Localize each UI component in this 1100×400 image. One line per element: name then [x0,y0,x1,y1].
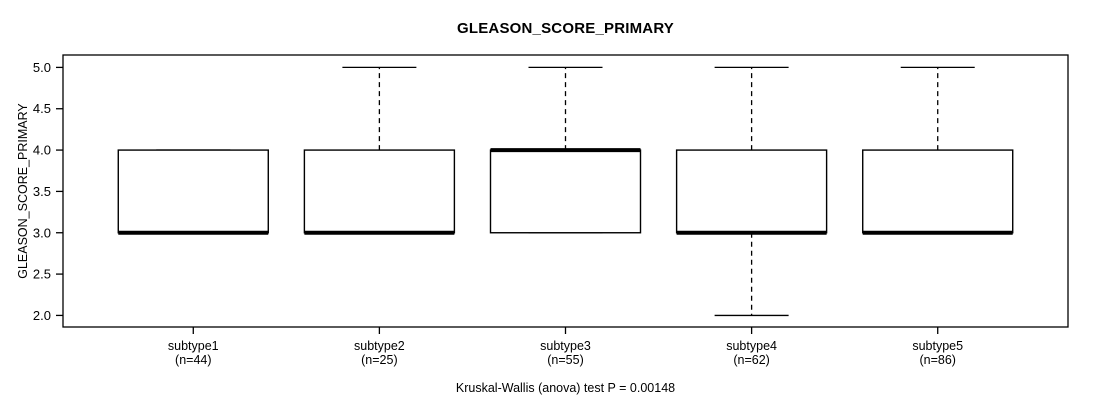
y-tick-label: 2.0 [33,308,51,323]
x-tick-sublabel: (n=25) [361,353,397,367]
y-tick-label: 5.0 [33,60,51,75]
box-iqr [862,149,1014,234]
y-tick-label: 4.0 [33,143,51,158]
x-tick-label: subtype5 [912,339,963,353]
x-tick-sublabel: (n=55) [547,353,583,367]
boxplot-group-subtype3: subtype3(n=55) [489,66,642,367]
chart-title: GLEASON_SCORE_PRIMARY [456,20,674,37]
box-iqr [489,149,642,234]
y-tick-label: 2.5 [33,267,51,282]
x-tick-sublabel: (n=86) [919,353,955,367]
boxplot-group-subtype1: subtype1(n=44) [117,149,269,367]
box-iqr [303,149,456,234]
x-tick-sublabel: (n=44) [175,353,211,367]
boxplot-group-subtype4: subtype4(n=62) [675,66,828,367]
stats-annotation: Kruskal-Wallis (anova) test P = 0.00148 [455,381,676,395]
x-tick-label: subtype4 [726,339,777,353]
boxplot-group-subtype5: subtype5(n=86) [862,66,1014,367]
x-tick-sublabel: (n=62) [733,353,769,367]
box-iqr [675,149,828,234]
y-tick-label: 3.0 [33,225,51,240]
x-tick-label: subtype1 [168,339,219,353]
y-tick-label: 3.5 [33,184,51,199]
boxplot-group-subtype2: subtype2(n=25) [303,66,456,367]
x-tick-label: subtype3 [540,339,591,353]
box-iqr [117,149,269,234]
y-tick-label: 4.5 [33,101,51,116]
x-tick-label: subtype2 [354,339,405,353]
